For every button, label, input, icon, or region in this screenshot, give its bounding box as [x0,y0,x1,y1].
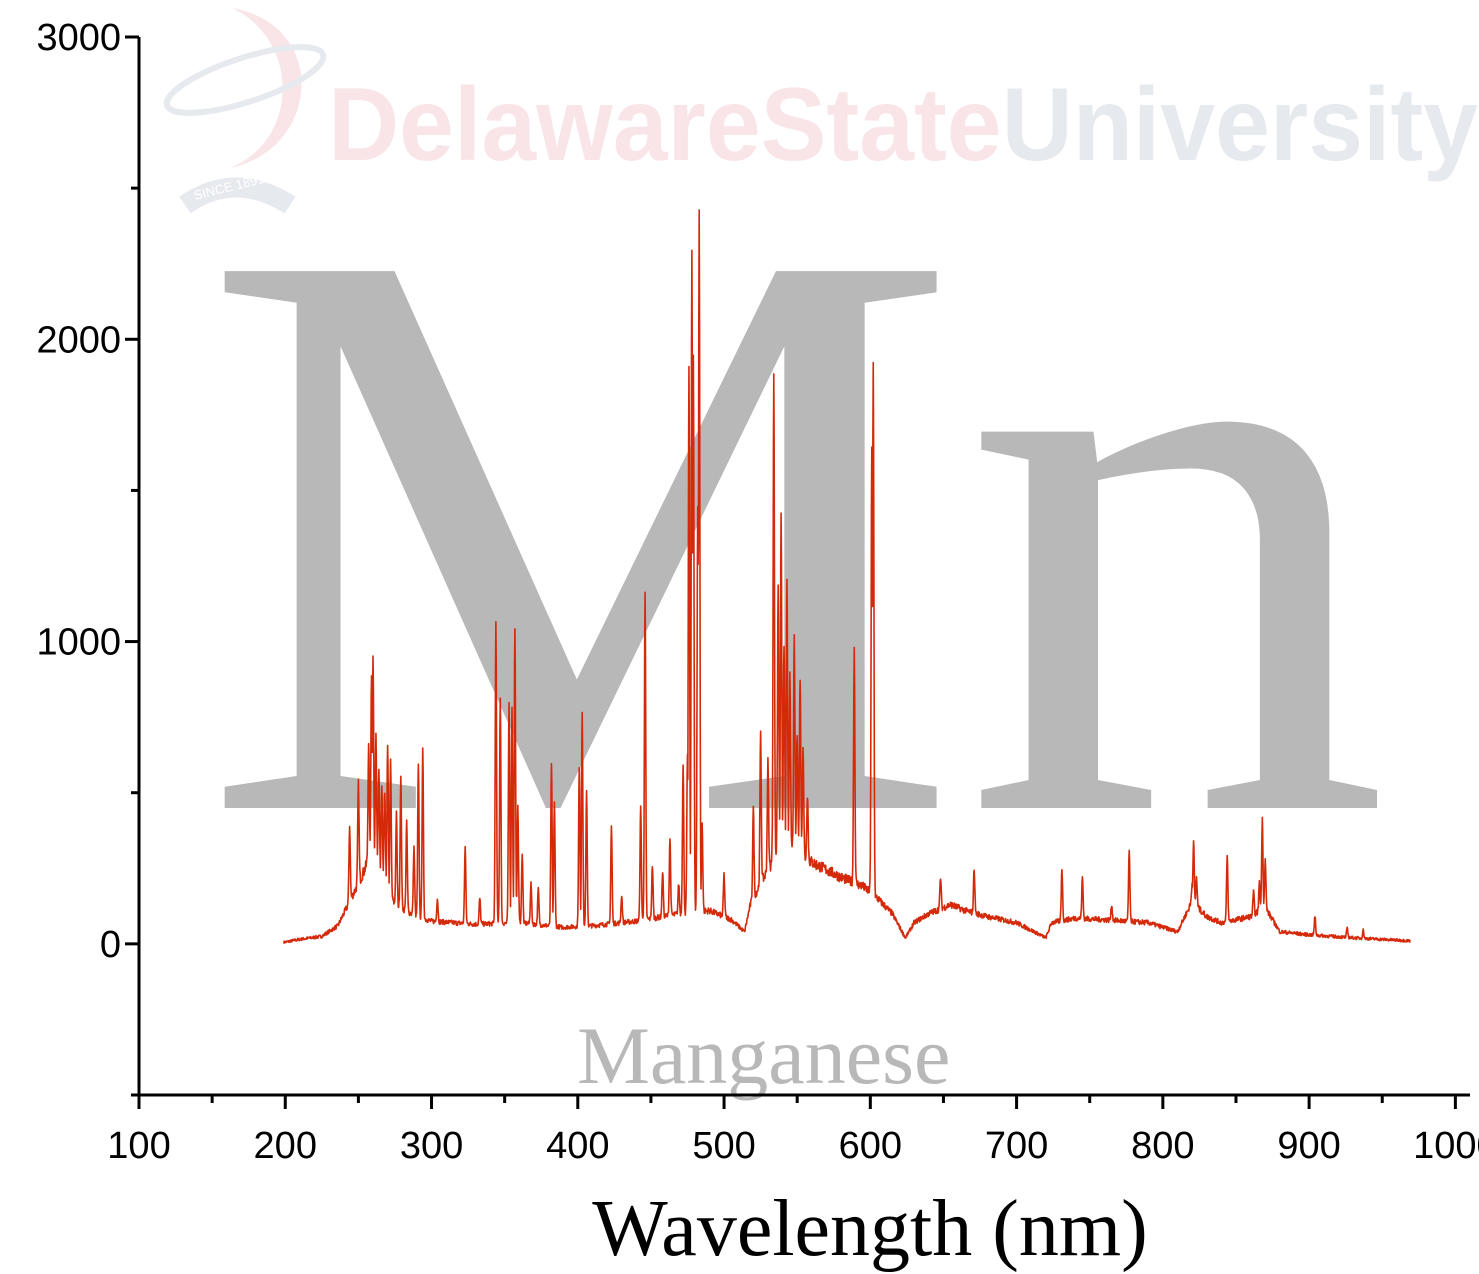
axes: 100 200 300 400 500 600 700 800 900 1000 0 1000 2000… [36,17,1479,1167]
element-symbol: Mn [200,78,1390,986]
x-tick-label: 500 [692,1125,755,1167]
x-tick-label: 200 [254,1125,317,1167]
x-tick-label: 800 [1131,1125,1194,1167]
x-tick-label: 100 [107,1125,170,1167]
x-tick-label: 700 [985,1125,1048,1167]
x-tick-label: 600 [839,1125,902,1167]
watermark-word-3: University [1002,67,1479,183]
x-tick-label: 1000 [1413,1125,1479,1167]
watermark-word-1: Delaware [328,67,761,183]
element-name: Manganese [577,1010,950,1101]
x-tick-label: 400 [546,1125,609,1167]
y-tick-label: 3000 [36,17,121,59]
x-tick-label: 300 [400,1125,463,1167]
university-watermark: SINCE 1891 DelawareStateUniversity [163,8,1478,214]
watermark-word-2: State [761,67,1002,183]
y-tick-label: 0 [100,924,121,966]
spectrum-line [283,209,1411,944]
y-tick-label: 2000 [36,319,121,361]
y-tick-label: 1000 [36,622,121,664]
watermark-wordmark: DelawareStateUniversity [328,67,1478,183]
x-tick-label: 900 [1277,1125,1340,1167]
x-axis-label: Wavelength (nm) [592,1185,1148,1273]
